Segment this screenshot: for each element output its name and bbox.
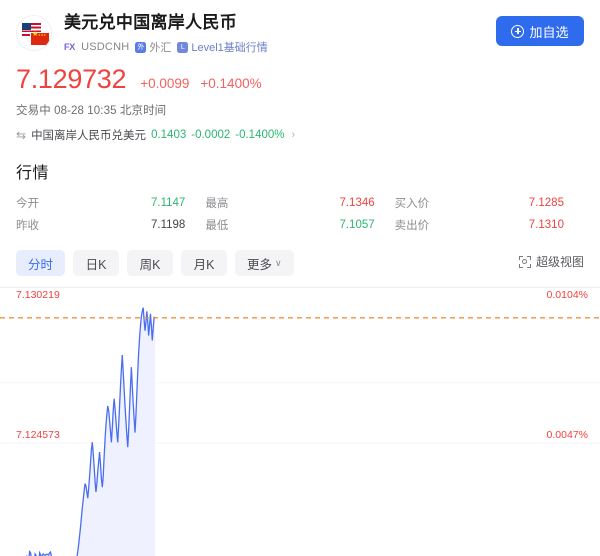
quote-value: 7.1198 xyxy=(151,219,186,231)
chart-y-axis-label-right: 0.0104% xyxy=(546,289,588,301)
quote-label: 最高 xyxy=(205,198,229,210)
quote-cell-最高: 最高 7.1346 xyxy=(205,195,394,211)
intraday-chart[interactable]: 7.1302197.1245737.1189260.0104%0.0047%-0… xyxy=(0,288,600,556)
tab-label: 日K xyxy=(85,257,107,272)
tab-月K[interactable]: 月K xyxy=(181,250,228,276)
superview-button[interactable]: 超级视图 xyxy=(518,253,584,270)
tab-周K[interactable]: 周K xyxy=(127,250,174,276)
table-row: 今开 7.1147 最高 7.1346 买入价 7.1285 xyxy=(16,192,584,214)
quote-cell-最低: 最低 7.1057 xyxy=(205,217,394,233)
expand-focus-icon xyxy=(518,255,531,268)
reverse-pair-name: 中国离岸人民币兑美元 xyxy=(31,130,147,142)
market-square-icon: 外 xyxy=(135,41,147,53)
reverse-pair-link[interactable]: ⇆ 中国离岸人民币兑美元 0.1403 -0.0002 -0.1400% › xyxy=(0,118,600,143)
tab-label: 分时 xyxy=(28,257,54,272)
chart-y-axis-label-left: 7.124573 xyxy=(16,429,60,441)
tab-label: 周K xyxy=(139,257,161,272)
symbol-text-block: 美元兑中国离岸人民币 FX USDCNH 外 外汇 L Level1基础行情 xyxy=(64,12,268,55)
market-tag[interactable]: 外 外汇 xyxy=(135,39,171,55)
quote-cell-买入价: 买入价 7.1285 xyxy=(395,195,584,211)
price-block: 7.129732 +0.0099 +0.1400% 交易中 08-28 10:3… xyxy=(0,58,600,118)
quote-cell-今开: 今开 7.1147 xyxy=(16,195,205,211)
quote-value: 7.1147 xyxy=(151,197,186,209)
add-to-watchlist-button[interactable]: 加自选 xyxy=(496,16,584,46)
chart-area-fill xyxy=(29,307,155,556)
currency-pair-flags-icon xyxy=(16,15,52,51)
quote-value: 7.1346 xyxy=(339,197,375,209)
table-row: 昨收 7.1198 最低 7.1057 卖出价 7.1310 xyxy=(16,214,584,236)
symbol-code: USDCNH xyxy=(81,41,130,53)
market-quote-table: 今开 7.1147 最高 7.1346 买入价 7.1285 昨收 7.1198 最低 7.105… xyxy=(0,183,600,236)
reverse-pair-change: -0.0002 xyxy=(191,129,231,141)
quote-cell-卖出价: 卖出价 7.1310 xyxy=(395,217,584,233)
symbol-tags: FX USDCNH 外 外汇 L Level1基础行情 xyxy=(64,39,268,55)
cn-flag-icon xyxy=(30,30,50,46)
price-change: +0.0099 xyxy=(140,76,190,91)
add-to-watchlist-label: 加自选 xyxy=(529,24,569,40)
fx-badge: FX xyxy=(64,42,76,52)
level-tag[interactable]: L Level1基础行情 xyxy=(177,39,268,55)
tab-分时[interactable]: 分时 xyxy=(16,250,66,276)
quote-label: 昨收 xyxy=(16,220,39,232)
reverse-pair-change-percent: -0.1400% xyxy=(235,129,285,141)
chart-y-axis-label-left: 7.130219 xyxy=(16,289,60,301)
symbol-row: 美元兑中国离岸人民币 FX USDCNH 外 外汇 L Level1基础行情 xyxy=(16,12,584,55)
page-title: 美元兑中国离岸人民币 xyxy=(64,13,237,32)
quote-cell-昨收: 昨收 7.1198 xyxy=(16,217,205,233)
quote-value: 7.1285 xyxy=(528,197,564,209)
chevron-right-icon: › xyxy=(291,129,296,141)
chevron-down-icon: ∨ xyxy=(275,257,282,268)
quote-label: 最低 xyxy=(205,220,229,232)
level-tag-label: Level1基础行情 xyxy=(191,42,268,54)
market-section-title: 行情 xyxy=(16,165,50,182)
quote-label: 今开 xyxy=(16,198,39,210)
tab-日K[interactable]: 日K xyxy=(73,250,120,276)
chart-tab-bar: 分时 日K 周K 月K 更多 ∨ 超级视图 xyxy=(0,236,600,276)
price-change-percent: +0.1400% xyxy=(200,76,262,91)
chart-price-line xyxy=(26,307,156,556)
reverse-pair-price: 0.1403 xyxy=(151,129,187,141)
quote-label: 卖出价 xyxy=(394,220,430,232)
market-tag-label: 外汇 xyxy=(149,42,172,54)
level-square-icon: L xyxy=(177,41,189,53)
swap-icon: ⇆ xyxy=(16,129,27,141)
quote-label: 买入价 xyxy=(394,198,430,210)
tab-label: 月K xyxy=(193,257,215,272)
quote-value: 7.1057 xyxy=(339,219,375,231)
symbol-header: 美元兑中国离岸人民币 FX USDCNH 外 外汇 L Level1基础行情 加 xyxy=(0,0,600,58)
chart-svg xyxy=(0,307,600,556)
quote-value: 7.1310 xyxy=(528,219,564,231)
tab-更多[interactable]: 更多 ∨ xyxy=(235,250,294,276)
plus-circle-icon xyxy=(511,24,525,38)
divider xyxy=(0,287,600,288)
tab-label: 更多 xyxy=(247,257,273,272)
market-status: 交易中 08-28 10:35 北京时间 xyxy=(16,105,167,117)
chart-y-axis-label-right: 0.0047% xyxy=(546,429,588,441)
last-price: 7.129732 xyxy=(16,64,127,94)
superview-label: 超级视图 xyxy=(535,255,584,269)
price-line: 7.129732 +0.0099 +0.1400% xyxy=(16,62,584,96)
